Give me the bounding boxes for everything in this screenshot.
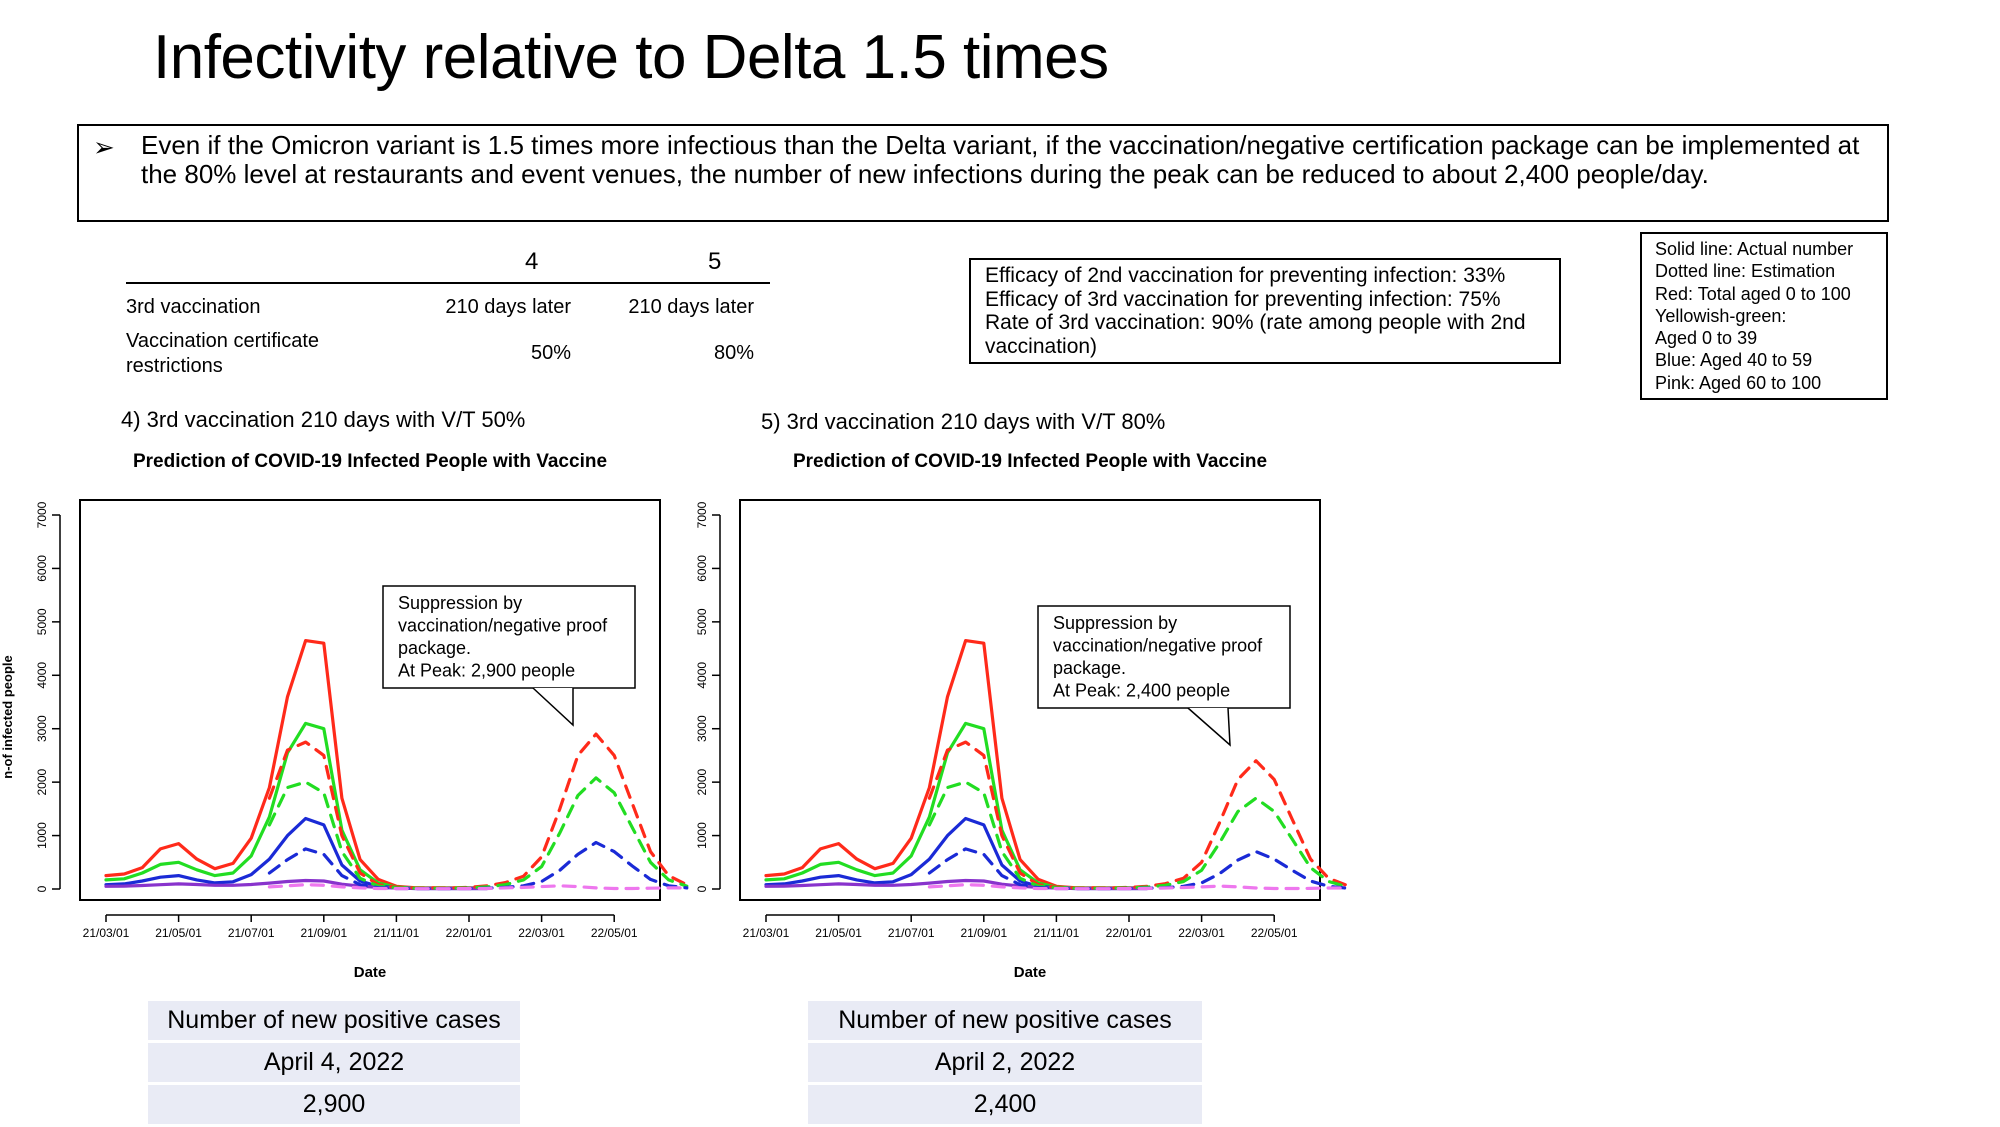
row-label-certificate-restrictions: Vaccination certificate restrictions: [126, 330, 320, 377]
plot-frame: [739, 499, 1321, 901]
result-date: April 4, 2022: [148, 1043, 520, 1082]
x-tick-label: 21/05/01: [155, 926, 202, 940]
x-axis-label: Date: [1014, 964, 1047, 981]
efficacy-note: Efficacy of 3rd vaccination for preventi…: [985, 287, 1501, 311]
callout-line: At Peak: 2,900 people: [398, 661, 575, 681]
panel-label-4: 4) 3rd vaccination 210 days with V/T 50%: [121, 407, 526, 432]
result-count: 2,900: [148, 1085, 520, 1124]
summary-text: Even if the Omicron variant is 1.5 times…: [141, 130, 1860, 189]
y-tick-label: 5000: [695, 608, 709, 635]
result-header: Number of new positive cases: [808, 1001, 1202, 1040]
y-tick-label: 1000: [35, 822, 49, 849]
callout-pointer: [532, 687, 574, 727]
cell-certificate-4: 50%: [530, 342, 571, 364]
callout-line: package.: [1053, 658, 1126, 678]
x-tick-label: 21/11/01: [1033, 926, 1079, 940]
efficacy-notes-box: Efficacy of 2nd vaccination for preventi…: [969, 258, 1561, 364]
callout-line: Suppression by: [398, 593, 522, 613]
callout-line: Suppression by: [1053, 613, 1177, 633]
y-tick-label: 5000: [35, 608, 49, 635]
x-tick-label: 22/03/01: [1178, 926, 1225, 940]
x-tick-label: 21/05/01: [815, 926, 862, 940]
chart-title: Prediction of COVID-19 Infected People w…: [133, 451, 607, 472]
y-tick-label: 4000: [695, 662, 709, 689]
legend-note: Yellowish-green:: [1655, 305, 1787, 326]
plot-frame: [79, 499, 661, 901]
infection-chart-5: Prediction of COVID-19 Infected People w…: [695, 451, 1349, 981]
series-line-pink-dashed: [267, 883, 689, 891]
series-line-blue-dashed: [267, 840, 689, 891]
series-line-green-solid: [104, 721, 489, 890]
y-tick-label: 0: [35, 885, 49, 892]
page-title: Infectivity relative to Delta 1.5 times: [153, 23, 1109, 92]
peak-callout: Suppression by vaccination/negative proof…: [382, 585, 636, 727]
x-tick-label: 21/03/01: [83, 926, 130, 940]
legend-note: Pink: Aged 60 to 100: [1655, 372, 1822, 393]
x-axis-label: Date: [354, 964, 387, 981]
y-tick-label: 0: [695, 885, 709, 892]
series-line-green-dashed: [267, 776, 689, 890]
scenario-header-5: 5: [708, 248, 722, 275]
peak-callout: Suppression by vaccination/negative proof…: [1037, 605, 1291, 747]
y-tick-label: 6000: [695, 555, 709, 582]
result-date: April 2, 2022: [808, 1043, 1202, 1082]
y-tick-label: 3000: [35, 715, 49, 742]
x-tick-label: 22/05/01: [1251, 926, 1298, 940]
callout-line: package.: [398, 638, 471, 658]
x-tick-label: 22/03/01: [518, 926, 565, 940]
legend-note: Blue: Aged 40 to 59: [1655, 350, 1813, 371]
callout-line: vaccination/negative proof: [1053, 636, 1263, 656]
y-tick-label: 3000: [695, 715, 709, 742]
panel-label-5: 5) 3rd vaccination 210 days with V/T 80%: [761, 409, 1166, 434]
y-tick-label: 2000: [695, 768, 709, 795]
x-tick-label: 21/09/01: [960, 926, 1007, 940]
x-tick-label: 21/07/01: [228, 926, 275, 940]
callout-line: vaccination/negative proof: [398, 616, 608, 636]
legend-note: Solid line: Actual number: [1655, 239, 1854, 259]
legend-note: Aged 0 to 39: [1655, 328, 1758, 349]
cell-certificate-5: 80%: [713, 342, 754, 364]
legend-notes-box: Solid line: Actual number Dotted line: E…: [1640, 232, 1888, 400]
legend-note: Red: Total aged 0 to 100: [1655, 283, 1851, 304]
x-tick-label: 22/01/01: [446, 926, 493, 940]
result-table-4: Number of new positive cases April 4, 20…: [148, 1001, 520, 1127]
series-line-pink-dashed: [927, 883, 1349, 891]
y-tick-label: 6000: [35, 555, 49, 582]
callout-line: At Peak: 2,400 people: [1053, 681, 1230, 701]
x-tick-label: 21/09/01: [300, 926, 347, 940]
y-axis-label: n-of infected people: [0, 655, 15, 779]
chart-title: Prediction of COVID-19 Infected People w…: [793, 451, 1267, 472]
result-count: 2,400: [808, 1085, 1202, 1124]
series-line-green-solid: [764, 721, 1149, 890]
y-tick-label: 1000: [695, 822, 709, 849]
x-tick-label: 21/07/01: [888, 926, 935, 940]
efficacy-note: Efficacy of 2nd vaccination for preventi…: [985, 264, 1506, 287]
legend-note: Dotted line: Estimation: [1655, 261, 1836, 282]
x-tick-label: 22/01/01: [1106, 926, 1153, 940]
arrow-bullet-icon: ➢: [93, 132, 115, 162]
x-tick-label: 21/03/01: [743, 926, 790, 940]
result-header: Number of new positive cases: [148, 1001, 520, 1040]
callout-pointer: [1187, 707, 1231, 747]
efficacy-note: Rate of 3rd vaccination: 90% (rate among…: [985, 311, 1526, 358]
y-tick-label: 4000: [35, 662, 49, 689]
y-tick-label: 2000: [35, 768, 49, 795]
x-tick-label: 21/11/01: [373, 926, 419, 940]
cell-3rd-vaccination-5: 210 days later: [628, 296, 754, 318]
table-divider: [126, 282, 770, 284]
infection-chart-4: Prediction of COVID-19 Infected People w…: [0, 451, 689, 981]
y-tick-label: 7000: [35, 501, 49, 528]
callout-box: [382, 585, 636, 689]
scenario-header-4: 4: [525, 248, 539, 275]
row-label-3rd-vaccination: 3rd vaccination: [126, 296, 261, 318]
cell-3rd-vaccination-4: 210 days later: [445, 296, 571, 318]
y-tick-label: 7000: [695, 501, 709, 528]
callout-box: [1037, 605, 1291, 709]
x-tick-label: 22/05/01: [591, 926, 638, 940]
summary-box: ➢ Even if the Omicron variant is 1.5 tim…: [77, 124, 1889, 222]
result-table-5: Number of new positive cases April 2, 20…: [808, 1001, 1202, 1127]
series-line-blue-dashed: [927, 847, 1349, 891]
